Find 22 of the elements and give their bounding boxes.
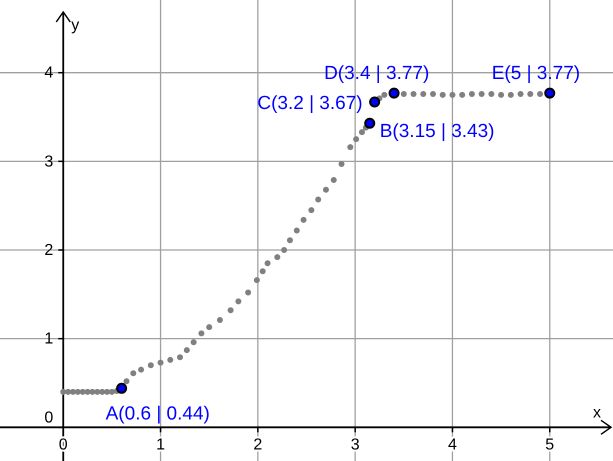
point [388,88,400,99]
y-axis-title: y [71,17,80,34]
y-tick-label: 4 [44,64,54,82]
y-tick-label: 1 [44,330,54,348]
x-tick-label: 4 [448,436,457,454]
annotation: C(3.2 | 3.67) [257,92,363,114]
x-tick-label: 1 [156,436,166,454]
x-axis-title: x [593,404,601,422]
x-tick-label: 3 [350,436,360,454]
annotation: A(0.6 | 0.44) [106,403,210,424]
point [369,96,380,108]
x-tick-label: 5 [545,436,554,454]
y-tick-label: 3 [44,153,54,170]
annotation: D(3.4 | 3.77) [324,63,430,84]
point [116,382,128,394]
point [544,88,556,99]
annotation: E(5 | 3.77) [492,63,580,84]
point [364,118,376,129]
annotation: B(3.15 | 3.43) [380,121,495,142]
y-tick-label: 0 [44,409,54,426]
y-tick-label: 2 [44,242,54,260]
x-tick-label: 2 [253,436,262,454]
